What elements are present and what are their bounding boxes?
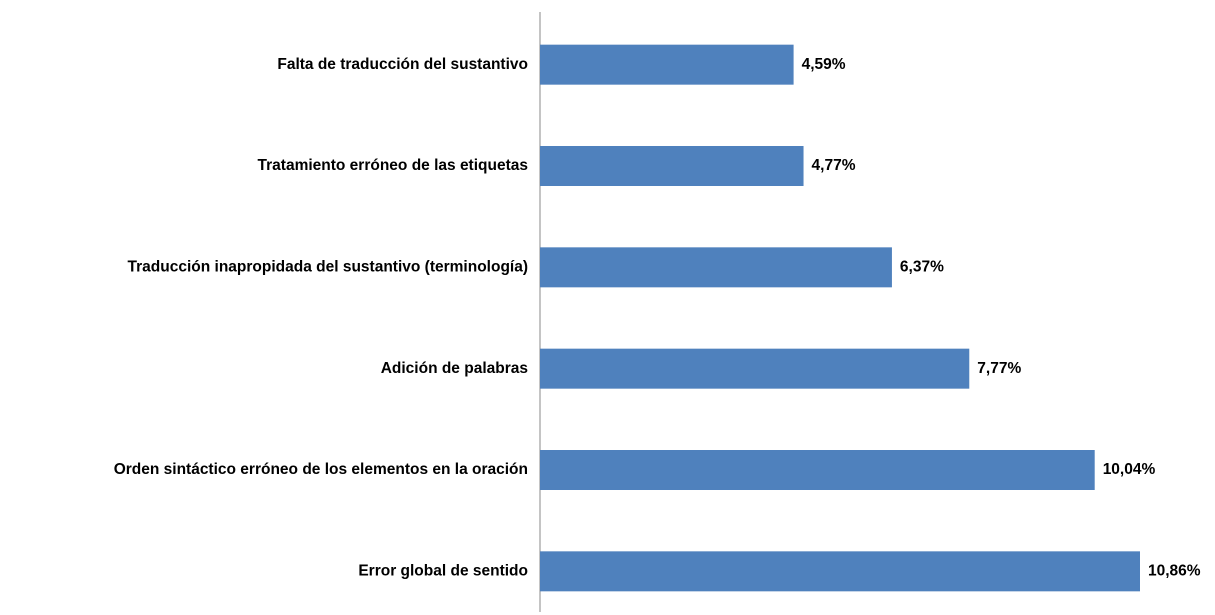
y-tick-label: Tratamiento erróneo de las etiquetas bbox=[258, 157, 528, 174]
y-tick-label: Falta de traducción del sustantivo bbox=[277, 56, 528, 73]
bar bbox=[540, 450, 1095, 490]
data-label: 4,59% bbox=[802, 56, 846, 73]
data-label: 6,37% bbox=[900, 258, 944, 275]
y-tick-label: Traducción inapropidada del sustantivo (… bbox=[128, 258, 528, 275]
bar bbox=[540, 247, 892, 288]
data-label: 4,77% bbox=[812, 157, 856, 174]
bar bbox=[540, 551, 1140, 592]
data-label: 10,86% bbox=[1148, 562, 1201, 579]
y-tick-label: Orden sintáctico erróneo de los elemento… bbox=[114, 461, 528, 478]
y-tick-label: Error global de sentido bbox=[358, 562, 528, 579]
y-tick-label: Adición de palabras bbox=[381, 360, 528, 377]
bar bbox=[540, 348, 970, 389]
data-label: 10,04% bbox=[1103, 461, 1156, 478]
bar bbox=[540, 146, 804, 186]
data-label: 7,77% bbox=[977, 360, 1021, 377]
bar bbox=[540, 44, 794, 85]
